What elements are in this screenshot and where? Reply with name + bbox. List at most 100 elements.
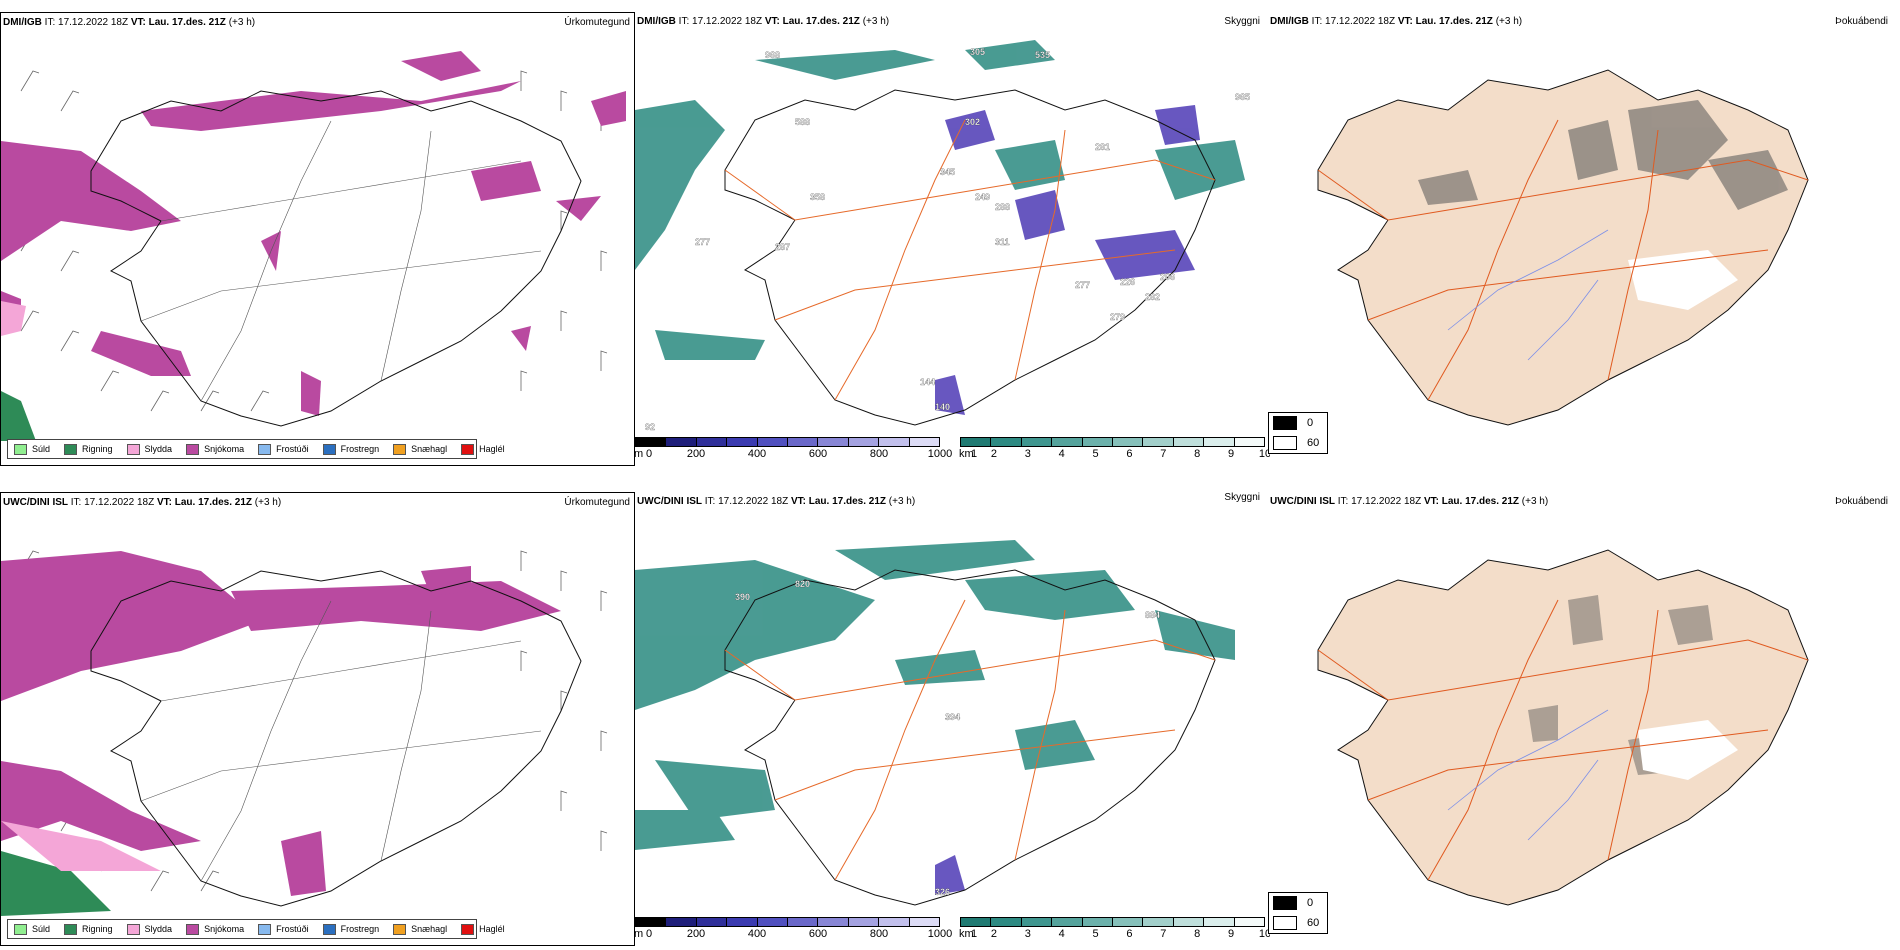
legend-item: Frostúði bbox=[258, 923, 309, 935]
vt-label: VT: bbox=[156, 497, 172, 508]
legend-swatch bbox=[393, 923, 407, 935]
valid-time: Lau. 17.des. 21Z bbox=[808, 496, 887, 507]
precip-panel-top: DMI/IGB IT: 17.12.2022 18Z VT: Lau. 17.d… bbox=[0, 12, 635, 466]
roads bbox=[1317, 599, 1809, 881]
cloud-map: 390 820 884 394 326 bbox=[635, 540, 1235, 906]
ceiling-label: 288 bbox=[995, 202, 1010, 212]
ceiling-label: 820 bbox=[795, 579, 810, 589]
colorbar-tick: 2 bbox=[990, 928, 997, 940]
panel-title: Þokuábendi bbox=[1835, 496, 1888, 507]
panel-title: Úrkomutegund bbox=[564, 17, 630, 28]
legend-swatch bbox=[14, 923, 27, 935]
colorbar-cell bbox=[1052, 438, 1083, 446]
fog-legend-value: 0 bbox=[1307, 897, 1314, 909]
legend-label: Rigning bbox=[82, 924, 113, 934]
ceiling-label: 287 bbox=[775, 242, 790, 252]
colorbar-cell bbox=[961, 918, 992, 926]
model-name: DMI/IGB bbox=[637, 16, 676, 27]
cloud-panel-top: DMI/IGB IT: 17.12.2022 18Z VT: Lau. 17.d… bbox=[635, 12, 1270, 466]
legend-label: Snjókoma bbox=[204, 444, 245, 454]
valid-time: Lau. 17.des. 21Z bbox=[1415, 16, 1493, 27]
colorbar-tick: 1000 bbox=[927, 928, 953, 940]
colorbar-cell bbox=[727, 438, 758, 446]
legend-item: Frostregn bbox=[322, 443, 379, 455]
iceland-coast bbox=[724, 569, 1216, 906]
model-name: DMI/IGB bbox=[3, 17, 42, 28]
lead-time: (+3 h) bbox=[1521, 496, 1549, 507]
ceiling-label: 345 bbox=[940, 167, 955, 177]
ceiling-label: 92 bbox=[645, 422, 655, 432]
colorbar-cell bbox=[879, 438, 910, 446]
valid-time: Lau. 17.des. 21Z bbox=[148, 17, 226, 28]
colorbar-cells bbox=[635, 437, 940, 447]
snowfall-areas bbox=[1, 551, 561, 896]
model-name: UWC/DINI ISL bbox=[3, 497, 68, 508]
vt-label: VT: bbox=[130, 17, 146, 28]
legend-swatch bbox=[186, 443, 200, 455]
init-time: 17.12.2022 18Z bbox=[718, 496, 789, 507]
legend-swatch bbox=[461, 923, 475, 935]
low-visibility-areas bbox=[635, 40, 1245, 360]
ceiling-label: 358 bbox=[810, 192, 825, 202]
ceiling-label: 390 bbox=[735, 592, 750, 602]
iceland-land bbox=[1317, 69, 1809, 426]
legend-item: Súld bbox=[14, 443, 50, 455]
legend-label: Slydda bbox=[144, 444, 173, 454]
panel-title: Úrkomutegund bbox=[564, 497, 630, 508]
legend-swatch bbox=[258, 443, 272, 455]
precip-map bbox=[1, 51, 626, 441]
colorbar-tick: 6 bbox=[1126, 448, 1133, 460]
ceiling-colorbar: m 0 200 400 600 800 1000 bbox=[635, 437, 952, 461]
colorbar-cell bbox=[666, 918, 697, 926]
colorbar-tick: 9 bbox=[1228, 448, 1235, 460]
vt-label: VT: bbox=[1397, 16, 1413, 27]
colorbar-cell bbox=[818, 438, 849, 446]
it-label: IT: bbox=[704, 496, 716, 507]
colorbar-cell bbox=[991, 918, 1022, 926]
iceland-coast bbox=[724, 89, 1216, 426]
roads bbox=[1317, 119, 1809, 401]
ceiling-labels: 390 820 884 394 326 bbox=[735, 579, 1160, 897]
ceiling-label: 279 bbox=[1110, 312, 1125, 322]
init-time: 17.12.2022 18Z bbox=[692, 16, 763, 27]
panel-header: DMI/IGB IT: 17.12.2022 18Z VT: Lau. 17.d… bbox=[1270, 16, 1522, 27]
lead-time: (+3 h) bbox=[228, 17, 256, 28]
colorbar-tick: 0 bbox=[645, 928, 653, 940]
fog-map bbox=[1317, 549, 1809, 906]
it-label: IT: bbox=[70, 497, 82, 508]
colorbar-cell bbox=[788, 438, 819, 446]
colorbar-tick: 400 bbox=[747, 928, 767, 940]
colorbar-cell bbox=[636, 918, 667, 926]
ceiling-labels: 305 535 968 965 588 302 281 358 345 288 … bbox=[645, 47, 1250, 432]
colorbar-cell bbox=[1173, 438, 1205, 446]
fog-panel-bottom: UWC/DINI ISL IT: 17.12.2022 18Z VT: Lau.… bbox=[1268, 492, 1900, 946]
legend-item: Rigning bbox=[64, 923, 113, 935]
colorbar-tick: 1 bbox=[970, 448, 978, 460]
legend-label: Súld bbox=[32, 924, 51, 934]
legend-swatch bbox=[258, 923, 272, 935]
ceiling-label: 305 bbox=[970, 47, 985, 57]
legend-label: Frostregn bbox=[340, 924, 380, 934]
colorbar-unit: km bbox=[959, 928, 974, 940]
init-time: 17.12.2022 18Z bbox=[58, 17, 129, 28]
panel-title: Skyggni bbox=[1224, 16, 1260, 27]
colorbar-cell bbox=[991, 438, 1022, 446]
roads bbox=[724, 119, 1216, 401]
ceiling-label: 965 bbox=[1235, 92, 1250, 102]
lead-time: (+3 h) bbox=[254, 497, 282, 508]
model-name: UWC/DINI ISL bbox=[637, 496, 702, 507]
fog-legend-value: 0 bbox=[1307, 417, 1314, 429]
colorbar-cell bbox=[1021, 918, 1053, 926]
ceiling-label: 140 bbox=[935, 402, 950, 412]
legend-item: Súld bbox=[14, 923, 51, 935]
rain-area bbox=[1, 391, 36, 441]
colorbar-cell bbox=[727, 918, 758, 926]
colorbar-tick: 4 bbox=[1058, 928, 1065, 940]
low-ceiling-area bbox=[935, 855, 965, 895]
colorbar-cell bbox=[696, 438, 728, 446]
colorbar-cell bbox=[909, 438, 940, 446]
colorbar-tick: 3 bbox=[1024, 928, 1031, 940]
ceiling-label: 326 bbox=[935, 887, 950, 897]
legend-item: Snjókoma bbox=[186, 923, 244, 935]
fog-legend-row: 0 bbox=[1269, 413, 1327, 433]
